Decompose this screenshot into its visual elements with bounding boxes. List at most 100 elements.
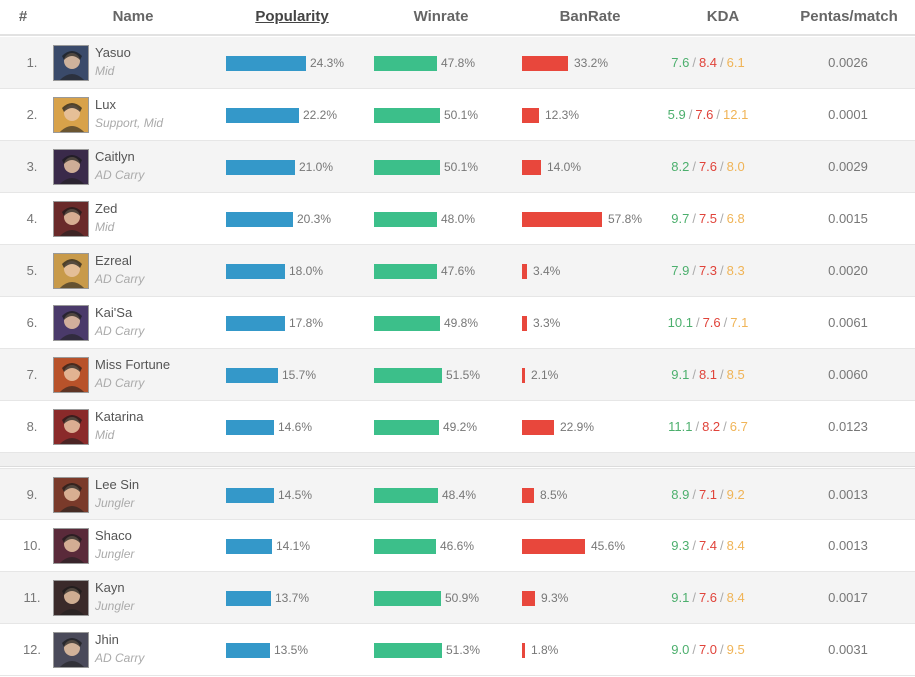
banrate-bar	[522, 264, 527, 279]
kda-separator: /	[720, 642, 724, 657]
table-row[interactable]: 4. Zed Mid 20.3% 48.0% 57.8% 9.7/7.5/6.8 0.0015	[0, 193, 915, 245]
champion-portrait-icon[interactable]	[53, 477, 89, 513]
table-row[interactable]: 7. Miss Fortune AD Carry 15.7% 51.5% 2.1% 9.1/…	[0, 349, 915, 401]
kda-value: 11.1/8.2/6.7	[642, 401, 774, 453]
champion-portrait-icon[interactable]	[53, 409, 89, 445]
kda-separator: /	[723, 315, 728, 330]
winrate-bar	[374, 488, 438, 503]
popularity-value: 24.3%	[310, 56, 345, 70]
champion-name[interactable]: Ezreal	[95, 253, 132, 268]
kda-kills: 9.7	[671, 211, 690, 226]
champion-name[interactable]: Caitlyn	[95, 149, 135, 164]
banrate-bar	[522, 160, 541, 175]
table-row[interactable]: 1. Yasuo Mid 24.3% 47.8% 33.2% 7.6/8.4/6.1 0.00…	[0, 37, 915, 89]
rank-number: 6.	[26, 315, 38, 330]
winrate-bar	[374, 591, 441, 606]
winrate-value: 46.6%	[440, 539, 475, 553]
champion-portrait-icon[interactable]	[53, 632, 89, 668]
popularity-bar	[226, 591, 271, 606]
kda-separator: /	[716, 107, 721, 122]
kda-value: 8.9/7.1/9.2	[642, 469, 774, 521]
champion-portrait-icon[interactable]	[53, 253, 89, 289]
popularity-bar	[226, 420, 274, 435]
rank-number: 12.	[22, 642, 42, 657]
champion-portrait-icon[interactable]	[53, 357, 89, 393]
rank-number: 3.	[26, 159, 38, 174]
champion-portrait-icon[interactable]	[53, 580, 89, 616]
popularity-bar	[226, 539, 272, 554]
banrate-value: 3.3%	[533, 316, 561, 330]
pentas-per-match: 0.0001	[828, 107, 868, 122]
rank-number: 5.	[26, 263, 38, 278]
rank-column-header[interactable]: #	[18, 8, 28, 25]
kda-value: 5.9/7.6/12.1	[642, 89, 774, 141]
kda-assists: 8.4	[726, 538, 745, 553]
champion-role: Jungler	[95, 599, 135, 613]
table-row[interactable]: 11. Kayn Jungler 13.7% 50.9% 9.3% 9.1/7.6/8.4 0…	[0, 572, 915, 624]
popularity-column-header[interactable]: Popularity	[255, 8, 329, 25]
kda-deaths: 7.6	[702, 315, 721, 330]
champion-name[interactable]: Jhin	[95, 632, 119, 647]
champion-portrait-icon[interactable]	[53, 149, 89, 185]
champion-name[interactable]: Kai'Sa	[95, 305, 133, 320]
champion-name[interactable]: Katarina	[95, 409, 144, 424]
champion-role: AD Carry	[95, 376, 145, 390]
kda-separator: /	[692, 538, 696, 553]
popularity-value: 18.0%	[289, 264, 324, 278]
kda-kills: 9.1	[671, 590, 690, 605]
champion-name[interactable]: Lux	[95, 97, 116, 112]
kda-assists: 8.4	[726, 590, 745, 605]
popularity-bar	[226, 56, 306, 71]
table-row[interactable]: 8. Katarina Mid 14.6% 49.2% 22.9% 11.1/8.2/6.7…	[0, 401, 915, 453]
table-row[interactable]: 12. Jhin AD Carry 13.5% 51.3% 1.8% 9.0/7.0/9.5…	[0, 624, 915, 676]
kda-value: 9.7/7.5/6.8	[642, 193, 774, 245]
champion-name[interactable]: Zed	[95, 201, 118, 216]
kda-value: 9.0/7.0/9.5	[642, 624, 774, 676]
kda-column-header[interactable]: KDA	[706, 8, 740, 25]
champion-portrait-icon[interactable]	[53, 528, 89, 564]
champion-name[interactable]: Shaco	[95, 528, 132, 543]
kda-deaths: 7.6	[695, 107, 714, 122]
kda-separator: /	[692, 211, 696, 226]
champion-name[interactable]: Yasuo	[95, 45, 131, 60]
popularity-bar	[226, 368, 278, 383]
rank-number: 8.	[26, 419, 38, 434]
kda-separator: /	[720, 487, 724, 502]
name-column-header[interactable]: Name	[112, 8, 154, 25]
pentas-column-header[interactable]: Pentas/match	[800, 8, 898, 25]
winrate-column-header[interactable]: Winrate	[413, 8, 469, 25]
champion-name[interactable]: Lee Sin	[95, 477, 140, 492]
kda-deaths: 7.5	[698, 211, 718, 226]
banrate-value: 45.6%	[591, 539, 626, 553]
banrate-value: 33.2%	[574, 56, 609, 70]
kda-separator: /	[692, 642, 696, 657]
winrate-bar	[374, 643, 442, 658]
kda-assists: 9.2	[726, 487, 745, 502]
table-row[interactable]: 6. Kai'Sa AD Carry 17.8% 49.8% 3.3% 10.1/7.6/7…	[0, 297, 915, 349]
champion-portrait-icon[interactable]	[53, 201, 89, 237]
kda-assists: 12.1	[723, 107, 749, 122]
table-row[interactable]: 5. Ezreal AD Carry 18.0% 47.6% 3.4% 7.9/7.3/8.…	[0, 245, 915, 297]
table-row[interactable]: 10. Shaco Jungler 14.1% 46.6% 45.6% 9.3/7.4/8.…	[0, 520, 915, 572]
champion-name[interactable]: Miss Fortune	[95, 357, 171, 372]
popularity-value: 14.1%	[276, 539, 311, 553]
rank-number: 2.	[26, 107, 38, 122]
table-row[interactable]: 3. Caitlyn AD Carry 21.0% 50.1% 14.0% 8.2/7.6/…	[0, 141, 915, 193]
champion-portrait-icon[interactable]	[53, 97, 89, 133]
kda-assists: 8.5	[726, 367, 745, 382]
champion-portrait-icon[interactable]	[53, 305, 89, 341]
champion-name[interactable]: Kayn	[95, 580, 125, 595]
kda-value: 7.6/8.4/6.1	[642, 37, 774, 89]
winrate-value: 51.3%	[446, 643, 481, 657]
table-row[interactable]: 2. Lux Support, Mid 22.2% 50.1% 12.3% 5.9/7.6/…	[0, 89, 915, 141]
pentas-per-match: 0.0031	[828, 642, 868, 657]
table-row[interactable]: 9. Lee Sin Jungler 14.5% 48.4% 8.5% 8.9/7.1/9.…	[0, 468, 915, 520]
kda-separator: /	[720, 263, 724, 278]
kda-deaths: 7.3	[698, 263, 718, 278]
popularity-bar	[226, 316, 285, 331]
kda-deaths: 7.1	[698, 487, 718, 502]
kda-kills: 8.9	[671, 487, 690, 502]
banrate-column-header[interactable]: BanRate	[559, 8, 621, 25]
winrate-bar	[374, 316, 440, 331]
champion-portrait-icon[interactable]	[53, 45, 89, 81]
